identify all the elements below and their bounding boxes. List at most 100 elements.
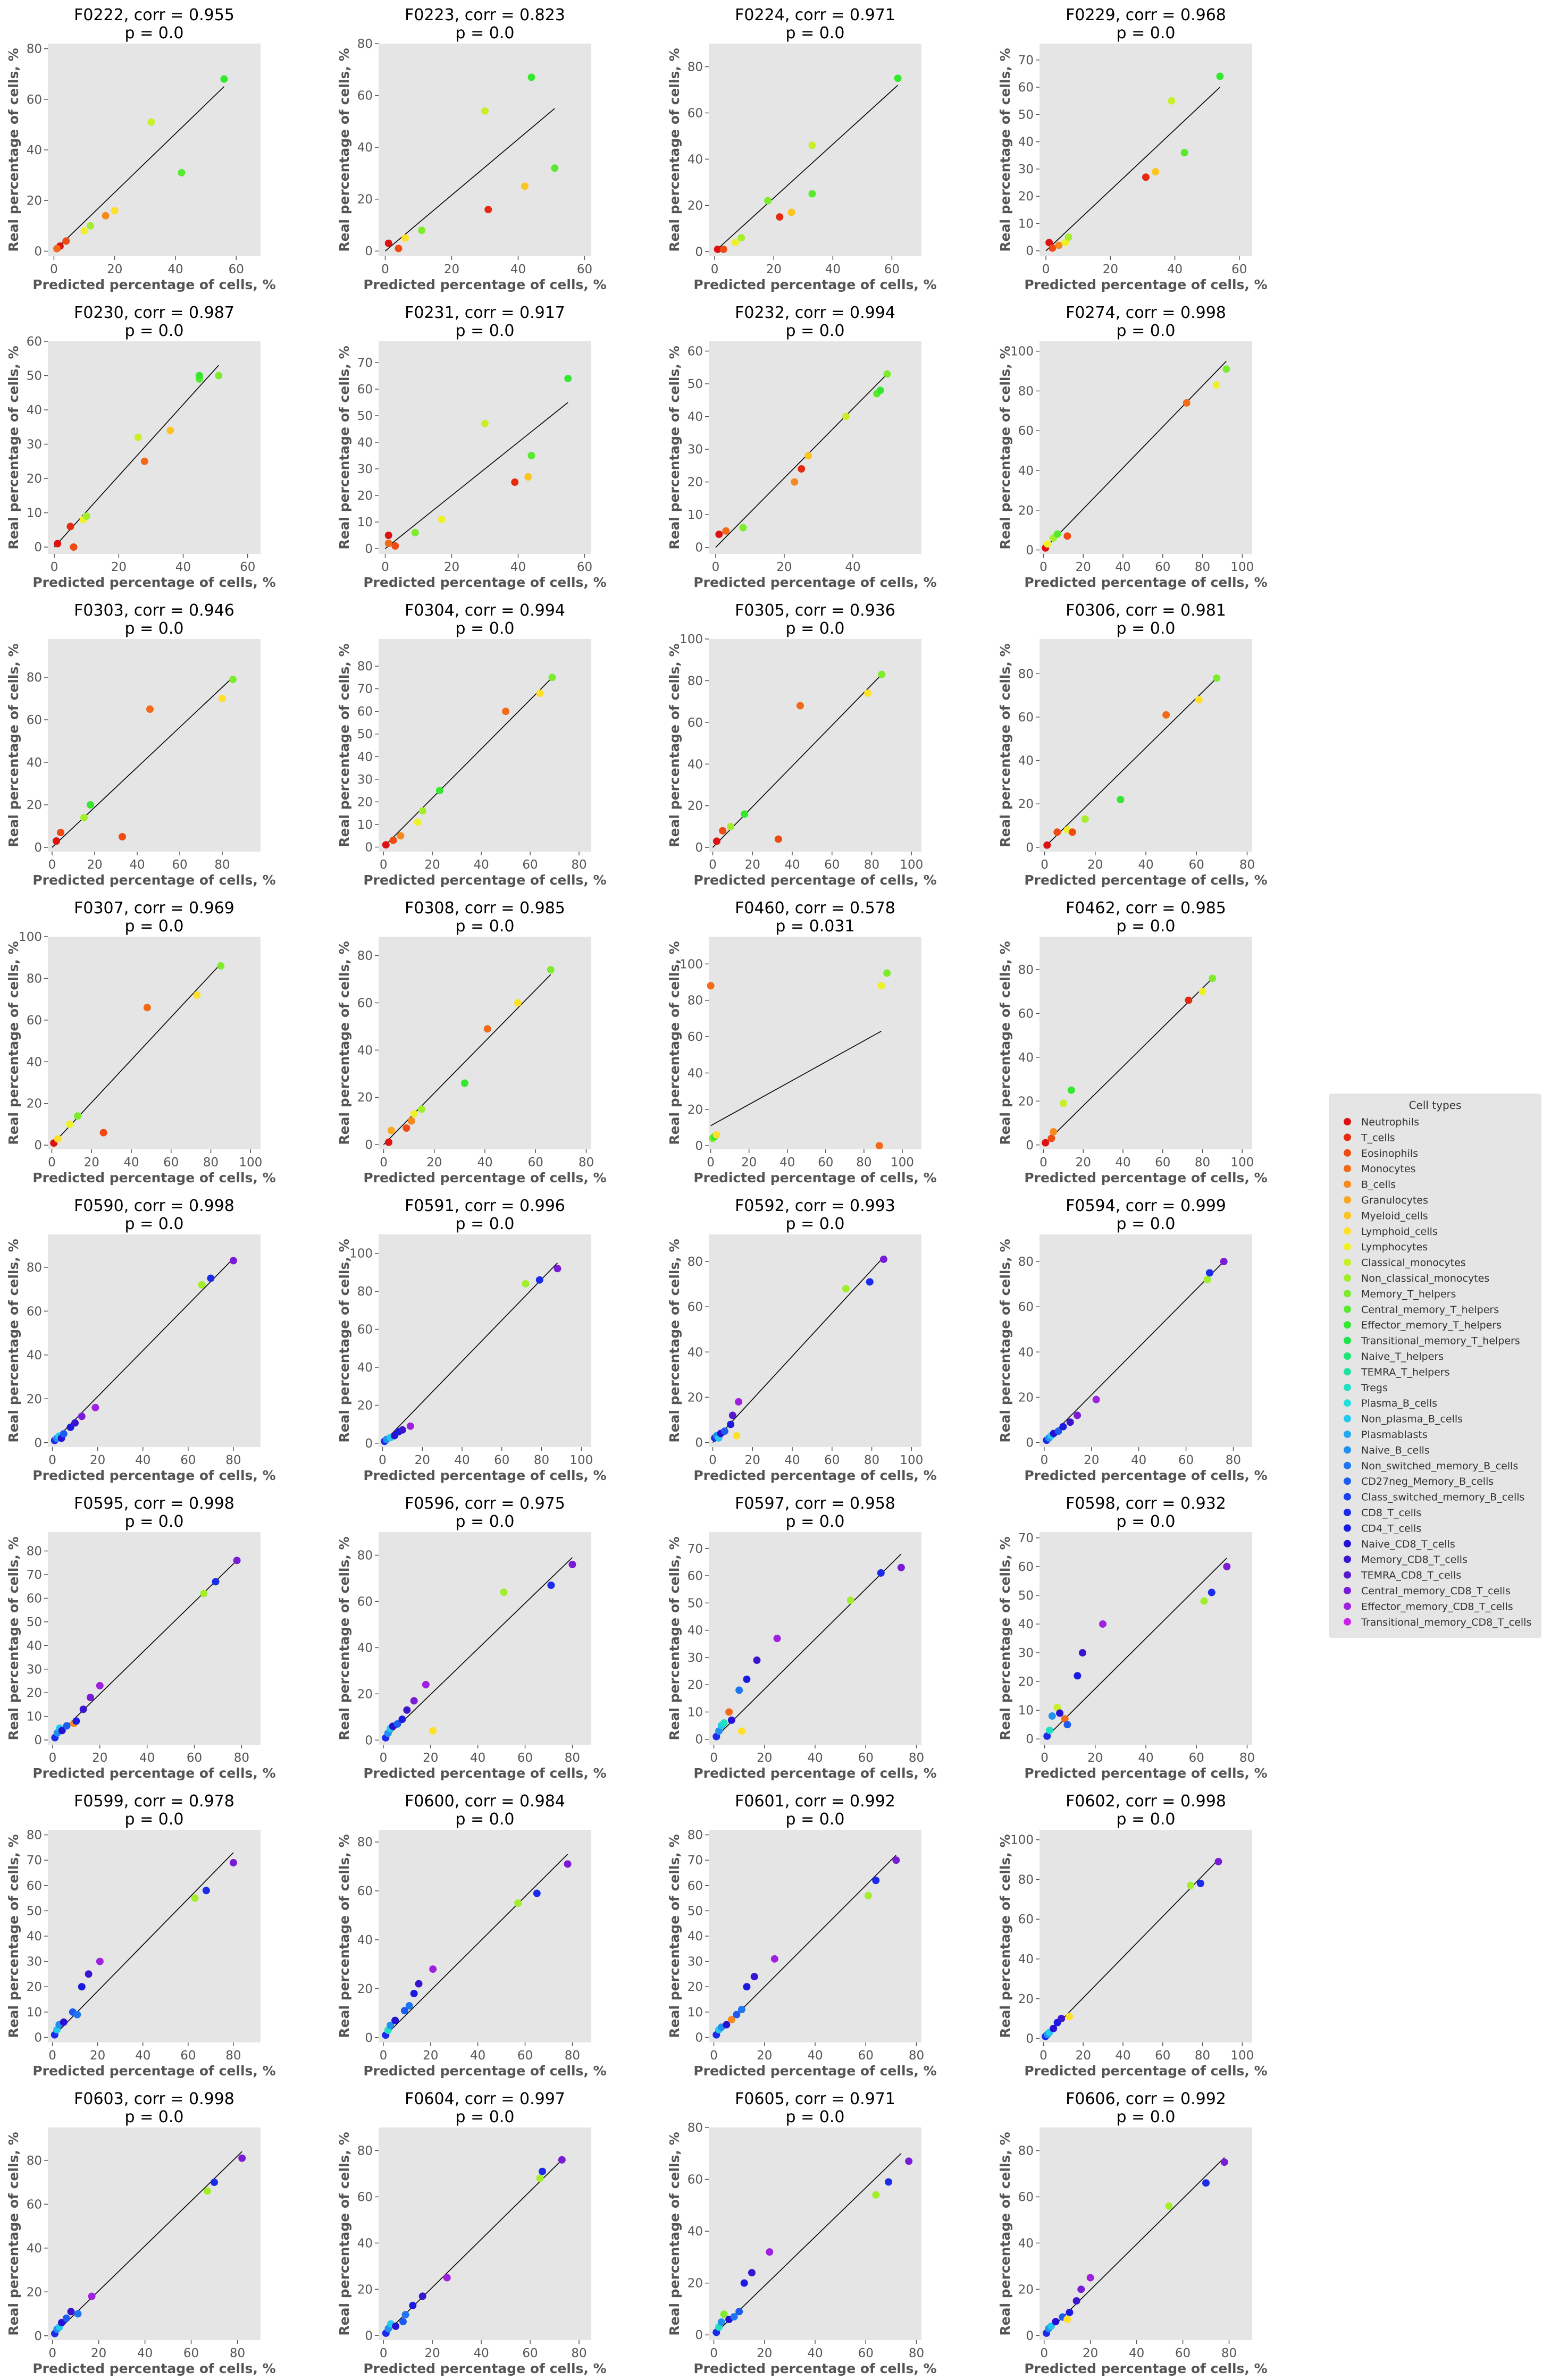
x-tick-label: 40 [473, 858, 489, 872]
legend-entry-label: Monocytes [1361, 1163, 1415, 1175]
data-point [766, 2248, 774, 2256]
plot-background [48, 1532, 261, 1745]
legend-marker [1344, 1509, 1351, 1516]
x-tick-label: 40 [139, 1751, 155, 1765]
data-point [406, 1422, 414, 1430]
y-tick-label: 0 [1026, 2032, 1034, 2046]
x-tick-label: 40 [1131, 1453, 1146, 1467]
y-tick-label: 80 [357, 660, 373, 674]
legend-entry-label: Effector_memory_T_helpers [1361, 1319, 1502, 1331]
data-point [435, 787, 443, 795]
data-point [753, 1656, 761, 1664]
x-tick-label: 0 [1042, 263, 1050, 276]
y-tick-label: 20 [1018, 190, 1034, 204]
subplot-subtitle: p = 0.0 [456, 917, 515, 936]
data-point [1059, 1423, 1067, 1431]
regression-line [52, 2151, 242, 2336]
data-point [1195, 696, 1203, 704]
data-point [238, 2154, 246, 2162]
legend-entry-label: Class_switched_memory_B_cells [1361, 1492, 1524, 1503]
subplot-subtitle: p = 0.0 [125, 917, 184, 936]
y-tick-label: 40 [27, 756, 42, 770]
x-tick-label: 40 [1129, 2347, 1144, 2360]
regression-line [1043, 1859, 1219, 2039]
y-tick-label: 60 [1018, 1913, 1034, 1927]
y-tick-label: 40 [688, 1345, 703, 1359]
x-tick-label: 80 [230, 2347, 245, 2360]
data-point [1061, 239, 1069, 247]
y-tick-label: 80 [357, 37, 373, 51]
x-tick-label: 80 [1239, 858, 1255, 872]
data-point [1066, 2013, 1074, 2021]
y-tick-label: 30 [357, 462, 373, 476]
y-tick-label: 50 [27, 369, 42, 383]
x-tick-label: 20 [1103, 263, 1118, 276]
x-tick-label: 60 [858, 2347, 874, 2360]
regression-line [1045, 87, 1220, 251]
legend-entry-label: T_cells [1361, 1132, 1395, 1143]
data-point [727, 822, 735, 830]
x-axis-label: Predicted percentage of cells, % [1024, 1468, 1267, 1483]
y-tick-label: 20 [27, 472, 42, 486]
x-axis-label: Predicted percentage of cells, % [1024, 872, 1267, 888]
data-point [384, 532, 392, 539]
y-axis-label: Real percentage of cells, % [667, 346, 682, 549]
x-tick-label: 60 [1189, 1751, 1204, 1765]
legend-entry-label: Non_plasma_B_cells [1361, 1414, 1463, 1425]
data-point [215, 372, 223, 380]
data-point [866, 1278, 874, 1286]
data-point [1208, 1588, 1215, 1596]
y-tick-label: 20 [688, 1103, 703, 1117]
subplot-title: F0601, corr = 0.992 [735, 1792, 895, 1811]
plot-background [709, 44, 921, 256]
data-point [875, 1142, 883, 1150]
data-point [712, 837, 720, 845]
regression-line [52, 1852, 234, 2038]
subplot-subtitle: p = 0.0 [1117, 322, 1176, 340]
data-point [791, 478, 799, 486]
data-point [787, 208, 795, 216]
legend-entry-label: Naive_T_helpers [1361, 1351, 1444, 1363]
y-tick-label: 100 [349, 1247, 373, 1261]
legend-marker [1344, 1243, 1351, 1251]
data-point [74, 2310, 82, 2318]
subplot-subtitle: p = 0.0 [125, 2108, 184, 2126]
y-tick-label: 40 [688, 2225, 703, 2239]
y-tick-label: 20 [27, 1392, 42, 1406]
subplot-title: F0602, corr = 0.998 [1066, 1792, 1226, 1811]
data-point [195, 372, 203, 380]
data-point [403, 1706, 411, 1714]
y-tick-label: 30 [688, 1955, 703, 1969]
subplot-subtitle: p = 0.0 [125, 1512, 184, 1531]
y-tick-label: 80 [27, 43, 42, 56]
regression-line [53, 86, 224, 252]
x-tick-label: 0 [379, 1453, 387, 1467]
data-point [770, 1955, 778, 1963]
x-tick-label: 20 [111, 560, 127, 574]
y-tick-label: 70 [357, 356, 373, 370]
data-point [808, 141, 816, 149]
data-point [735, 1398, 743, 1406]
x-tick-label: 20 [426, 1156, 442, 1170]
x-tick-label: 80 [909, 1751, 924, 1765]
y-tick-label: 40 [27, 1930, 42, 1944]
y-tick-label: 70 [357, 683, 373, 696]
y-tick-label: 10 [357, 516, 373, 529]
subplot-subtitle: p = 0.0 [456, 619, 515, 638]
legend-entry-label: Memory_CD8_T_cells [1361, 1554, 1468, 1566]
x-tick-label: 20 [91, 2347, 106, 2360]
x-tick-label: 20 [776, 560, 792, 574]
data-point [53, 245, 61, 253]
data-point [400, 2007, 408, 2015]
y-tick-label: 0 [1026, 245, 1034, 258]
data-point [1099, 1620, 1107, 1628]
x-tick-label: 0 [709, 858, 717, 872]
data-point [717, 2318, 725, 2326]
regression-line [383, 675, 555, 848]
legend-marker [1344, 1352, 1351, 1360]
